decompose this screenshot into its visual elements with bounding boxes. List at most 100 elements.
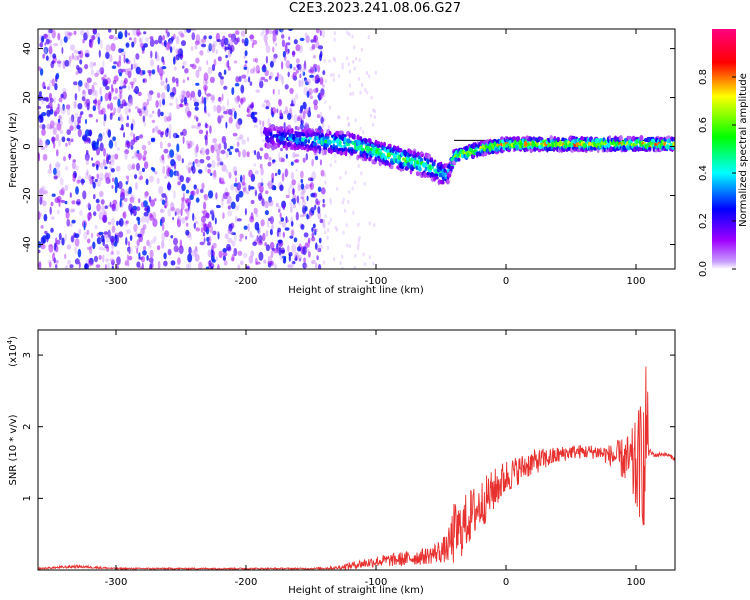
noise-speckle	[38, 106, 42, 110]
noise-speckle	[292, 204, 297, 209]
noise-speckle	[266, 182, 271, 186]
noise-speckle	[363, 262, 367, 267]
noise-speckle	[314, 204, 317, 210]
noise-speckle	[309, 74, 314, 78]
ridge-mark	[356, 134, 360, 141]
noise-speckle	[57, 103, 61, 113]
noise-speckle	[79, 59, 83, 65]
noise-speckle	[170, 235, 174, 239]
noise-speckle	[47, 169, 53, 174]
noise-speckle	[70, 208, 76, 213]
noise-speckle	[128, 255, 133, 261]
noise-speckle	[272, 89, 275, 95]
noise-speckle	[111, 65, 117, 69]
noise-speckle	[314, 79, 320, 84]
noise-speckle	[322, 70, 326, 76]
noise-speckle	[362, 252, 365, 257]
noise-speckle	[223, 110, 228, 115]
noise-speckle	[103, 231, 109, 239]
noise-speckle	[104, 264, 107, 269]
noise-speckle	[53, 96, 56, 104]
noise-speckle	[278, 205, 282, 210]
noise-speckle	[311, 236, 316, 242]
noise-speckle	[166, 116, 172, 122]
noise-speckle	[99, 67, 105, 75]
noise-speckle	[283, 256, 287, 261]
noise-speckle	[226, 169, 229, 174]
noise-speckle	[38, 66, 42, 71]
noise-speckle	[164, 204, 167, 209]
noise-speckle	[175, 97, 178, 105]
noise-speckle	[99, 142, 104, 152]
noise-speckle	[247, 105, 250, 114]
noise-speckle	[147, 92, 151, 97]
noise-speckle	[234, 30, 240, 35]
noise-speckle	[87, 203, 92, 211]
noise-speckle	[175, 170, 180, 176]
noise-speckle	[71, 52, 75, 60]
noise-speckle	[227, 237, 233, 243]
noise-speckle	[208, 235, 212, 245]
noise-speckle	[180, 131, 184, 136]
noise-speckle	[247, 223, 250, 232]
noise-speckle	[214, 217, 217, 225]
noise-speckle	[67, 107, 71, 116]
noise-speckle	[275, 202, 279, 208]
noise-speckle	[43, 86, 47, 90]
noise-speckle	[368, 74, 371, 79]
noise-speckle	[217, 56, 222, 62]
noise-speckle	[103, 159, 107, 168]
noise-speckle	[199, 159, 205, 164]
noise-speckle	[353, 45, 356, 50]
noise-speckle	[289, 63, 293, 69]
noise-speckle	[314, 229, 317, 236]
colorbar-gradient	[712, 29, 736, 269]
noise-speckle	[210, 94, 215, 101]
noise-speckle	[91, 34, 96, 41]
noise-speckle	[173, 33, 176, 40]
noise-speckle	[175, 134, 180, 138]
noise-speckle	[101, 76, 105, 81]
noise-speckle	[234, 233, 237, 242]
noise-speckle	[64, 253, 67, 259]
noise-speckle	[100, 95, 103, 102]
noise-speckle	[265, 190, 269, 195]
noise-speckle	[345, 56, 349, 61]
noise-speckle	[303, 60, 307, 70]
noise-speckle	[133, 57, 136, 66]
ridge-mark	[427, 153, 432, 160]
noise-speckle	[260, 76, 266, 81]
noise-speckle	[231, 87, 235, 96]
noise-speckle	[244, 50, 248, 57]
noise-speckle	[230, 257, 235, 262]
noise-speckle	[360, 47, 364, 52]
noise-speckle	[174, 211, 177, 216]
noise-speckle	[74, 238, 80, 247]
noise-speckle	[246, 136, 250, 143]
noise-speckle	[136, 31, 142, 36]
noise-speckle	[49, 163, 52, 171]
ridge-mark	[409, 160, 414, 166]
noise-speckle	[129, 81, 135, 86]
noise-speckle	[129, 197, 135, 204]
noise-speckle	[187, 76, 190, 81]
noise-speckle	[187, 161, 193, 166]
noise-speckle	[303, 257, 306, 263]
ridge-mark	[296, 126, 300, 131]
noise-speckle	[107, 221, 112, 225]
noise-speckle	[82, 90, 87, 98]
noise-speckle	[168, 123, 172, 132]
noise-speckle	[292, 194, 297, 203]
noise-speckle	[142, 224, 147, 230]
noise-speckle	[296, 195, 300, 204]
noise-speckle	[285, 219, 289, 223]
noise-speckle	[180, 208, 183, 217]
noise-speckle	[121, 68, 126, 73]
noise-speckle	[311, 43, 316, 50]
noise-speckle	[246, 151, 250, 158]
noise-speckle	[73, 55, 79, 61]
ridge-mark	[552, 147, 556, 151]
noise-speckle	[138, 252, 141, 259]
noise-speckle	[187, 110, 192, 117]
noise-speckle	[152, 167, 156, 172]
